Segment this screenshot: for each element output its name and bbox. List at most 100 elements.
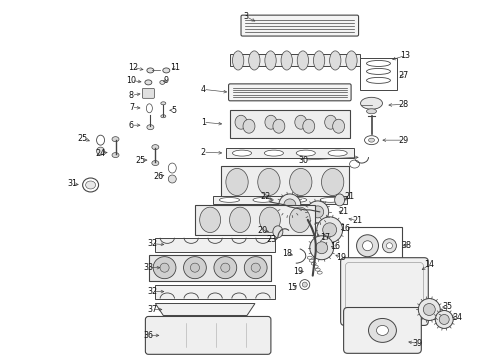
Text: 36: 36: [144, 331, 153, 340]
Ellipse shape: [357, 235, 378, 257]
Text: 11: 11: [170, 63, 180, 72]
Ellipse shape: [251, 263, 260, 272]
Ellipse shape: [363, 241, 372, 251]
Text: 5: 5: [172, 106, 177, 115]
Ellipse shape: [290, 168, 312, 195]
Ellipse shape: [97, 147, 104, 155]
Ellipse shape: [281, 51, 293, 70]
Text: 22: 22: [261, 193, 271, 202]
Ellipse shape: [273, 119, 285, 133]
Ellipse shape: [346, 51, 357, 70]
Text: 15: 15: [287, 283, 297, 292]
Ellipse shape: [323, 223, 337, 237]
FancyBboxPatch shape: [241, 15, 359, 36]
Text: 33: 33: [144, 263, 153, 272]
Ellipse shape: [423, 303, 435, 315]
Ellipse shape: [325, 115, 337, 129]
Text: 8: 8: [129, 91, 134, 100]
Ellipse shape: [335, 194, 344, 206]
Bar: [195, 205, 315, 235]
Ellipse shape: [279, 194, 301, 216]
Ellipse shape: [245, 257, 267, 279]
Ellipse shape: [248, 51, 260, 70]
Ellipse shape: [160, 80, 165, 84]
Ellipse shape: [383, 239, 396, 253]
Ellipse shape: [191, 263, 199, 272]
Ellipse shape: [226, 168, 248, 195]
Ellipse shape: [112, 137, 119, 141]
Text: 16: 16: [331, 242, 341, 251]
Ellipse shape: [200, 207, 220, 233]
Bar: [155, 238, 275, 252]
Text: 19: 19: [337, 253, 347, 262]
Ellipse shape: [316, 242, 328, 254]
Ellipse shape: [152, 145, 159, 150]
Ellipse shape: [145, 80, 152, 85]
Text: 14: 14: [424, 260, 434, 269]
Ellipse shape: [184, 257, 206, 279]
Ellipse shape: [163, 68, 170, 73]
Text: 21: 21: [339, 207, 349, 216]
Text: 10: 10: [126, 76, 136, 85]
Text: 9: 9: [164, 76, 169, 85]
FancyBboxPatch shape: [146, 316, 271, 354]
Ellipse shape: [321, 168, 344, 195]
Text: 17: 17: [320, 233, 331, 242]
Text: 37: 37: [147, 305, 157, 314]
Ellipse shape: [287, 198, 307, 202]
Ellipse shape: [214, 257, 237, 279]
Bar: [230, 54, 360, 67]
Ellipse shape: [112, 153, 119, 158]
Text: 26: 26: [153, 171, 163, 180]
Ellipse shape: [418, 298, 440, 320]
Ellipse shape: [161, 102, 166, 105]
Ellipse shape: [307, 201, 329, 223]
Text: 38: 38: [401, 241, 412, 250]
Ellipse shape: [86, 181, 96, 189]
Ellipse shape: [152, 161, 159, 166]
Ellipse shape: [284, 199, 296, 211]
Ellipse shape: [253, 198, 273, 202]
Ellipse shape: [303, 119, 315, 133]
Ellipse shape: [439, 315, 449, 324]
Text: 25: 25: [135, 156, 146, 165]
Ellipse shape: [387, 243, 392, 249]
Bar: [226, 148, 354, 158]
Ellipse shape: [333, 119, 344, 133]
Text: 27: 27: [398, 71, 409, 80]
Ellipse shape: [147, 125, 154, 130]
Ellipse shape: [232, 51, 244, 70]
Ellipse shape: [221, 263, 230, 272]
Text: 2: 2: [200, 148, 206, 157]
FancyBboxPatch shape: [343, 307, 421, 353]
Text: 6: 6: [129, 121, 134, 130]
Ellipse shape: [147, 68, 154, 73]
Text: 12: 12: [128, 63, 139, 72]
Ellipse shape: [289, 207, 310, 233]
Ellipse shape: [153, 257, 176, 279]
Text: 13: 13: [400, 51, 411, 60]
Text: 21: 21: [344, 193, 355, 202]
Ellipse shape: [376, 325, 389, 336]
FancyBboxPatch shape: [228, 84, 351, 101]
Ellipse shape: [317, 217, 343, 243]
Ellipse shape: [265, 51, 276, 70]
Text: 20: 20: [258, 226, 268, 235]
Text: 31: 31: [68, 180, 78, 189]
Text: 28: 28: [398, 100, 409, 109]
Text: 34: 34: [452, 313, 462, 322]
Text: 25: 25: [77, 134, 88, 143]
Ellipse shape: [273, 226, 283, 238]
Ellipse shape: [220, 198, 240, 202]
Ellipse shape: [314, 51, 325, 70]
Text: 39: 39: [412, 339, 422, 348]
Text: 19: 19: [293, 267, 303, 276]
Ellipse shape: [243, 119, 255, 133]
Text: 4: 4: [201, 85, 206, 94]
Ellipse shape: [328, 150, 347, 156]
Ellipse shape: [161, 115, 166, 118]
Text: 21: 21: [352, 216, 363, 225]
Text: 35: 35: [442, 302, 452, 311]
Ellipse shape: [367, 109, 376, 114]
Ellipse shape: [312, 206, 324, 218]
